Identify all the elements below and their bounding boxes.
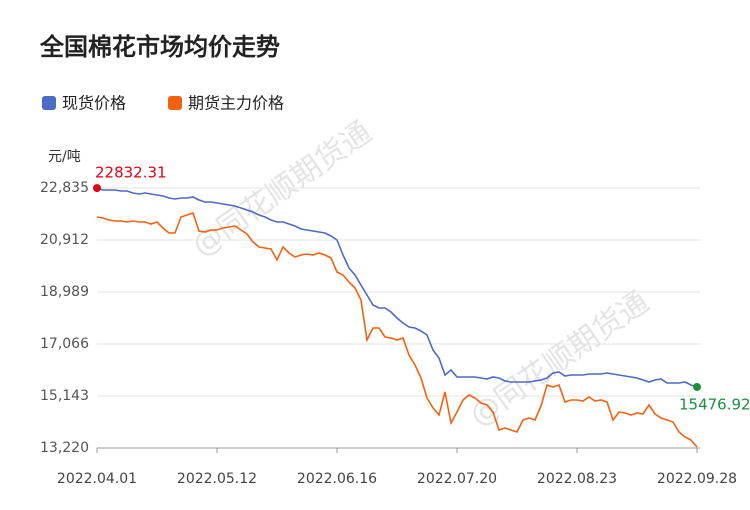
y-tick-label: 17,066	[40, 336, 89, 352]
x-tick-label: 2022.04.01	[57, 471, 137, 487]
legend-swatch	[42, 96, 56, 110]
chart-title: 全国棉花市场均价走势	[39, 33, 280, 61]
x-tick-label: 2022.07.20	[417, 471, 497, 487]
x-tick-label: 2022.09.28	[657, 471, 737, 487]
y-tick-label: 22,835	[40, 180, 89, 196]
y-tick-label: 18,989	[40, 284, 89, 300]
y-tick-label: 20,912	[40, 232, 89, 248]
legend-swatch	[168, 96, 182, 110]
legend-label: 期货主力价格	[188, 94, 284, 113]
x-tick-label: 2022.08.23	[537, 471, 617, 487]
x-tick-label: 2022.05.12	[177, 471, 257, 487]
y-unit: 元/吨	[48, 149, 81, 165]
last-point-label: 15476.92	[679, 395, 750, 413]
first-point-label: 22832.31	[95, 164, 167, 182]
x-tick-label: 2022.06.16	[297, 471, 377, 487]
first-point	[93, 184, 101, 193]
y-tick-label: 15,143	[40, 388, 89, 404]
legend-label: 现货价格	[62, 94, 126, 113]
series-line	[96, 187, 698, 388]
y-tick-label: 13,220	[40, 440, 89, 456]
last-point	[693, 382, 701, 391]
series-line	[96, 211, 698, 448]
